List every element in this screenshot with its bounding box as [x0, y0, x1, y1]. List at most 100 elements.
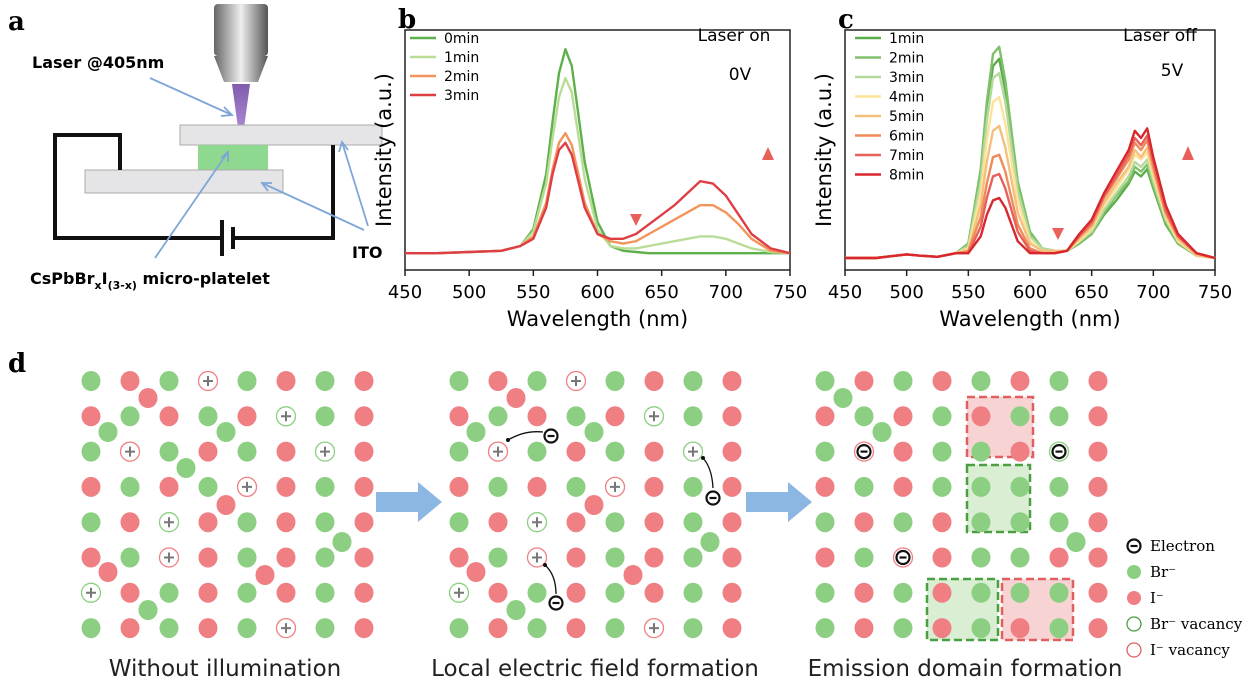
ion: [605, 441, 625, 462]
ion: [893, 476, 913, 497]
ion: [488, 512, 508, 533]
ion: [584, 495, 604, 515]
platelet-label: CsPbBrxI(3-x) micro-platelet: [30, 269, 270, 292]
vacancy-plus: [688, 446, 698, 457]
legend-symbol: [1127, 565, 1141, 579]
ion: [644, 547, 664, 568]
arrow-head: [506, 438, 510, 442]
ion: [1088, 406, 1108, 427]
ion: [488, 371, 508, 391]
ion: [683, 547, 703, 568]
ion: [1010, 371, 1030, 391]
ion: [488, 547, 508, 568]
ion: [1049, 547, 1069, 568]
ion: [815, 547, 835, 568]
label-part: I: [102, 269, 108, 288]
ion: [644, 371, 664, 391]
ion: [237, 371, 257, 391]
panel-label: b: [398, 5, 416, 35]
legend-label: 2min: [444, 69, 479, 85]
ion: [81, 512, 101, 533]
ion: [81, 618, 101, 639]
ion: [1088, 441, 1108, 462]
vacancy-plus: [649, 411, 659, 422]
annotation: Laser on: [698, 26, 771, 46]
ion: [120, 512, 140, 533]
ion: [198, 441, 218, 462]
x-tick-label: 550: [516, 282, 550, 303]
ion: [527, 582, 547, 603]
drift-arrow: [702, 457, 714, 489]
ion: [527, 441, 547, 462]
ion: [120, 406, 140, 427]
vacancy-plus: [164, 517, 174, 528]
ion: [815, 441, 835, 462]
ion: [527, 476, 547, 497]
ion: [683, 406, 703, 427]
spectrum-line: [845, 127, 1216, 260]
vacancy-plus: [203, 376, 213, 386]
ion: [1049, 371, 1069, 391]
ion: [488, 618, 508, 639]
ion: [315, 582, 335, 603]
ion: [237, 547, 257, 568]
x-axis-label: Wavelength (nm): [939, 307, 1120, 331]
ion: [81, 371, 101, 391]
annotation: 5V: [1161, 61, 1184, 81]
ion: [449, 441, 469, 462]
legend-label: 0min: [444, 31, 479, 47]
ion: [932, 547, 952, 568]
ion: [527, 618, 547, 639]
ion: [276, 547, 296, 568]
y-axis-label: Intensity (a.u.): [372, 73, 396, 227]
vacancy-plus: [125, 446, 135, 457]
ion: [854, 512, 874, 533]
y-axis-label: Intensity (a.u.): [812, 73, 836, 227]
ion: [971, 547, 991, 568]
legend-label: 8min: [889, 168, 924, 184]
legend-symbol: [1126, 616, 1142, 632]
ion: [120, 476, 140, 497]
ion: [176, 458, 196, 478]
ion: [566, 406, 586, 427]
vacancy-plus: [242, 481, 252, 492]
ion: [159, 441, 179, 462]
x-tick-label: 450: [388, 282, 422, 303]
x-axis-label: Wavelength (nm): [507, 307, 688, 331]
vacancy-plus: [610, 481, 620, 492]
ion: [488, 476, 508, 497]
ion: [566, 547, 586, 568]
ion: [566, 618, 586, 639]
ion: [566, 512, 586, 533]
ion: [449, 371, 469, 391]
ion: [854, 371, 874, 391]
laser-label: Laser @405nm: [32, 53, 164, 72]
panel-label: d: [8, 349, 26, 379]
vacancy-plus: [86, 587, 96, 598]
ion: [722, 618, 742, 639]
ion: [237, 406, 257, 427]
ion: [315, 547, 335, 568]
ion: [815, 512, 835, 533]
vacancy-plus: [320, 446, 330, 457]
ion: [605, 406, 625, 427]
ion: [815, 476, 835, 497]
ion: [449, 512, 469, 533]
ion: [893, 441, 913, 462]
label-part: micro-platelet: [137, 269, 270, 288]
label-sub: (3-x): [108, 279, 137, 292]
vacancy-plus: [649, 623, 659, 634]
ion: [584, 422, 604, 442]
ion: [138, 600, 158, 620]
ito-label: ITO: [352, 243, 382, 262]
ion: [971, 582, 991, 603]
annotation: Laser off: [1123, 26, 1198, 46]
ion: [315, 512, 335, 533]
ion: [354, 547, 374, 568]
drift-arrow: [507, 431, 544, 441]
ion: [506, 600, 526, 620]
ion: [120, 618, 140, 639]
legend-label: 2min: [889, 51, 924, 67]
ion: [854, 618, 874, 639]
x-tick-label: 450: [828, 282, 862, 303]
